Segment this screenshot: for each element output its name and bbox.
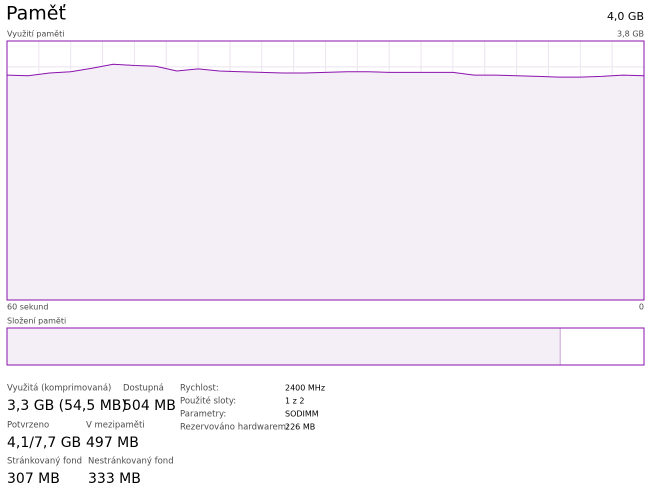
in-use-segment <box>7 328 561 365</box>
total-memory: 4,0 GB <box>607 10 644 23</box>
stat-label: V mezipaměti <box>86 421 145 431</box>
chart-max-label: 3,8 GB <box>617 30 644 39</box>
chart-label: Využití paměti <box>7 30 64 39</box>
composition-bar <box>6 327 645 366</box>
composition-label: Složení paměti <box>7 317 66 326</box>
stat-value: 497 MB <box>86 435 139 451</box>
x-start-label: 60 sekund <box>7 303 48 312</box>
stat-label: Stránkovaný fond <box>7 457 82 467</box>
stat-value: 333 MB <box>88 471 141 487</box>
detail-value: 1 z 2 <box>285 397 304 406</box>
detail-label: Rychlost: <box>180 384 219 394</box>
stat-value: 307 MB <box>7 471 60 487</box>
detail-label: Parametry: <box>180 410 226 420</box>
detail-value: SODIMM <box>285 410 319 419</box>
usage-chart <box>6 40 645 301</box>
stat-value: 3,3 GB (54,5 MB) <box>7 398 127 414</box>
usage-area <box>7 64 644 300</box>
x-end-label: 0 <box>639 303 644 312</box>
chart-border <box>6 40 645 301</box>
stat-label: Dostupná <box>123 384 164 394</box>
stat-label: Nestránkovaný fond <box>88 457 174 467</box>
stat-value: 4,1/7,7 GB <box>7 435 81 451</box>
stats: Využitá (komprimovaná) 3,3 GB (54,5 MB) Do… <box>7 384 325 488</box>
composition-border <box>6 327 645 366</box>
stat-value: 504 MB <box>123 398 176 414</box>
detail-label: Rezervováno hardwarem: <box>180 423 289 433</box>
usage-line <box>6 63 645 78</box>
stat-label: Využitá (komprimovaná) <box>7 384 111 394</box>
detail-label: Použité sloty: <box>180 396 236 407</box>
detail-value: 2400 MHz <box>285 384 325 393</box>
detail-value: 226 MB <box>285 423 315 432</box>
stat-label: Potvrzeno <box>7 421 49 431</box>
page-title: Paměť <box>6 3 66 25</box>
